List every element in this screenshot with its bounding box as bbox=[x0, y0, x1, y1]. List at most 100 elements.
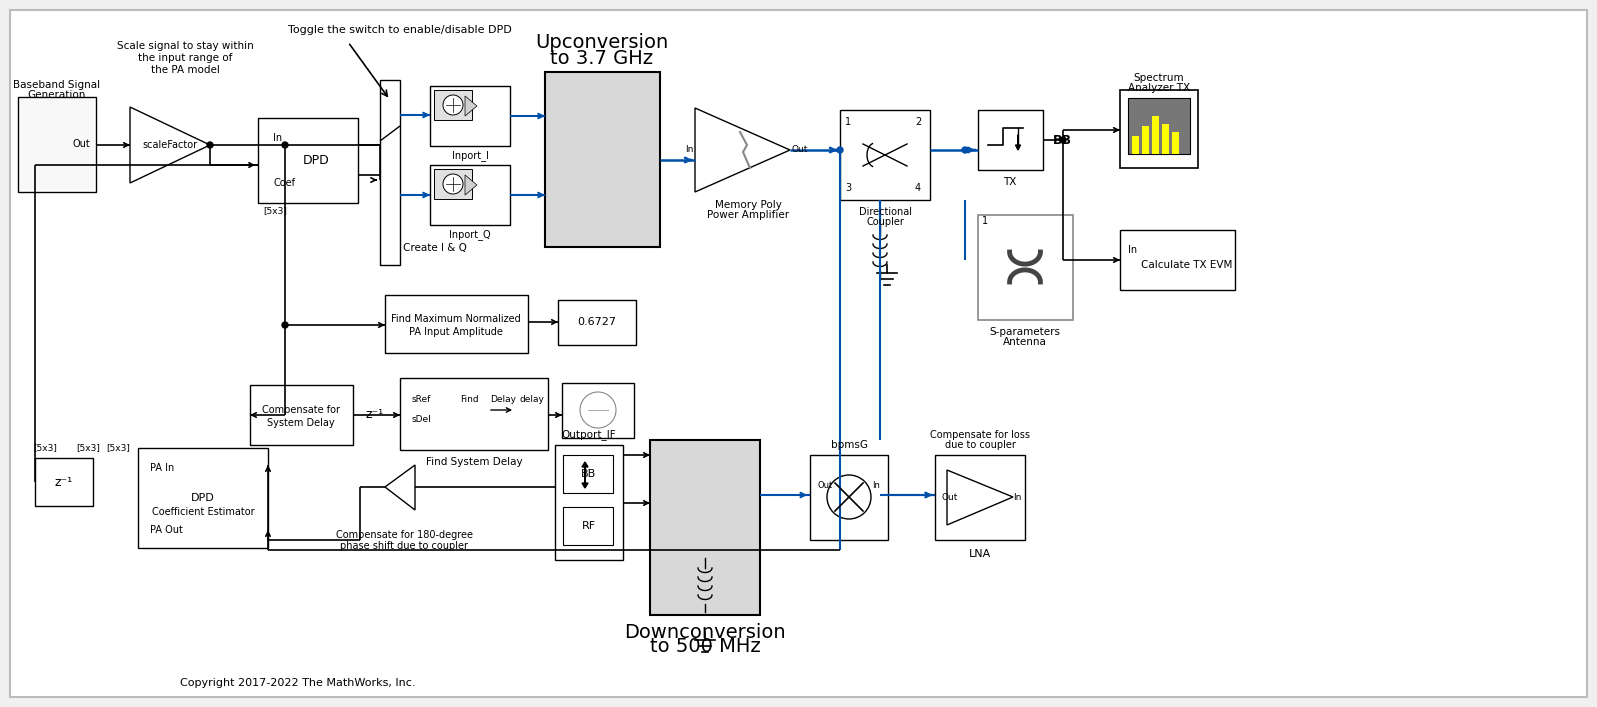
Text: Downconversion: Downconversion bbox=[624, 624, 786, 643]
Circle shape bbox=[1060, 137, 1067, 143]
Bar bbox=[564, 455, 613, 493]
Text: Calculate TX EVM: Calculate TX EVM bbox=[1142, 260, 1233, 270]
Text: Out: Out bbox=[72, 139, 89, 149]
Bar bbox=[977, 215, 1073, 320]
Text: Coef: Coef bbox=[273, 178, 295, 188]
Bar bbox=[385, 295, 529, 353]
Bar bbox=[434, 90, 473, 120]
Text: Generation: Generation bbox=[27, 90, 86, 100]
Bar bbox=[1119, 90, 1198, 168]
Bar bbox=[557, 300, 636, 345]
Bar bbox=[545, 72, 660, 247]
Text: 3: 3 bbox=[845, 183, 851, 193]
Text: Spectrum: Spectrum bbox=[1134, 73, 1185, 83]
Circle shape bbox=[442, 95, 463, 115]
Text: Coupler: Coupler bbox=[866, 217, 904, 227]
Text: Analyzer TX: Analyzer TX bbox=[1127, 83, 1190, 93]
Text: PA Input Amplitude: PA Input Amplitude bbox=[409, 327, 503, 337]
Bar bbox=[430, 165, 509, 225]
Text: Compensate for loss: Compensate for loss bbox=[929, 430, 1030, 440]
FancyArrow shape bbox=[1016, 135, 1020, 150]
Text: In: In bbox=[685, 146, 693, 155]
Bar bbox=[556, 445, 623, 560]
Text: to 500 MHz: to 500 MHz bbox=[650, 638, 760, 657]
Polygon shape bbox=[385, 465, 415, 510]
Text: LNA: LNA bbox=[969, 549, 992, 559]
Bar bbox=[380, 80, 399, 265]
Text: In: In bbox=[1127, 245, 1137, 255]
Text: Directional: Directional bbox=[859, 207, 912, 217]
Text: Compensate for: Compensate for bbox=[262, 405, 340, 415]
Text: Find: Find bbox=[460, 395, 479, 404]
Circle shape bbox=[827, 475, 870, 519]
Text: 4: 4 bbox=[915, 183, 921, 193]
Bar bbox=[1151, 116, 1159, 154]
Polygon shape bbox=[465, 96, 478, 116]
Text: bpmsG: bpmsG bbox=[830, 440, 867, 450]
Text: [5x3]: [5x3] bbox=[34, 443, 57, 452]
Bar bbox=[810, 455, 888, 540]
Bar bbox=[934, 455, 1025, 540]
Bar bbox=[1163, 124, 1169, 154]
Text: System Delay: System Delay bbox=[267, 418, 335, 428]
Circle shape bbox=[442, 174, 463, 194]
Bar bbox=[137, 448, 268, 548]
Circle shape bbox=[283, 322, 287, 328]
Text: to 3.7 GHz: to 3.7 GHz bbox=[551, 49, 653, 67]
Text: In: In bbox=[1012, 493, 1020, 501]
Bar bbox=[21, 99, 94, 190]
Circle shape bbox=[837, 147, 843, 153]
Text: 0.6727: 0.6727 bbox=[578, 317, 616, 327]
Text: In: In bbox=[872, 481, 880, 489]
Text: phase shift due to coupler: phase shift due to coupler bbox=[340, 541, 468, 551]
Text: Toggle the switch to enable/disable DPD: Toggle the switch to enable/disable DPD bbox=[287, 25, 513, 35]
Bar bbox=[35, 458, 93, 506]
Text: PA In: PA In bbox=[150, 463, 174, 473]
Text: Inport_Q: Inport_Q bbox=[449, 230, 490, 240]
Bar bbox=[18, 97, 96, 192]
Circle shape bbox=[208, 142, 212, 148]
Text: 1: 1 bbox=[982, 216, 989, 226]
Bar bbox=[430, 86, 509, 146]
Text: Compensate for 180-degree: Compensate for 180-degree bbox=[335, 530, 473, 540]
Text: Copyright 2017-2022 The MathWorks, Inc.: Copyright 2017-2022 The MathWorks, Inc. bbox=[180, 678, 415, 688]
Text: Out: Out bbox=[792, 146, 808, 155]
Bar bbox=[1119, 230, 1234, 290]
Text: Find Maximum Normalized: Find Maximum Normalized bbox=[391, 314, 521, 324]
Text: sDel: sDel bbox=[412, 416, 431, 424]
Bar bbox=[840, 110, 929, 200]
FancyArrow shape bbox=[581, 475, 588, 488]
Bar bbox=[259, 118, 358, 203]
Text: Out: Out bbox=[818, 481, 834, 489]
Text: Antenna: Antenna bbox=[1003, 337, 1048, 347]
Text: BB: BB bbox=[1052, 134, 1072, 146]
Text: Baseband Signal: Baseband Signal bbox=[13, 80, 101, 90]
Text: TX: TX bbox=[1003, 177, 1017, 187]
Text: Scale signal to stay within
the input range of
the PA model: Scale signal to stay within the input ra… bbox=[117, 42, 254, 75]
Text: DPD: DPD bbox=[192, 493, 216, 503]
Text: BB: BB bbox=[581, 469, 597, 479]
Text: Out: Out bbox=[941, 493, 957, 501]
Text: S-parameters: S-parameters bbox=[990, 327, 1060, 337]
Polygon shape bbox=[129, 107, 209, 183]
Text: In: In bbox=[273, 133, 283, 143]
Text: scaleFactor: scaleFactor bbox=[142, 140, 198, 150]
Text: Inport_I: Inport_I bbox=[452, 151, 489, 161]
Text: Find System Delay: Find System Delay bbox=[426, 457, 522, 467]
Text: [5x3]: [5x3] bbox=[77, 443, 101, 452]
Text: Coefficient Estimator: Coefficient Estimator bbox=[152, 507, 254, 517]
Bar bbox=[399, 378, 548, 450]
Circle shape bbox=[961, 147, 968, 153]
FancyArrow shape bbox=[581, 462, 588, 475]
Text: 2: 2 bbox=[915, 117, 921, 127]
Circle shape bbox=[283, 142, 287, 148]
Text: sRef: sRef bbox=[412, 395, 431, 404]
Text: DPD: DPD bbox=[302, 153, 329, 167]
Bar bbox=[1127, 98, 1190, 154]
Text: [5x3]: [5x3] bbox=[105, 443, 129, 452]
Text: RF: RF bbox=[581, 521, 596, 531]
Text: [5x3]: [5x3] bbox=[264, 206, 287, 216]
Bar bbox=[1132, 136, 1139, 154]
Polygon shape bbox=[947, 470, 1012, 525]
Bar bbox=[650, 440, 760, 615]
